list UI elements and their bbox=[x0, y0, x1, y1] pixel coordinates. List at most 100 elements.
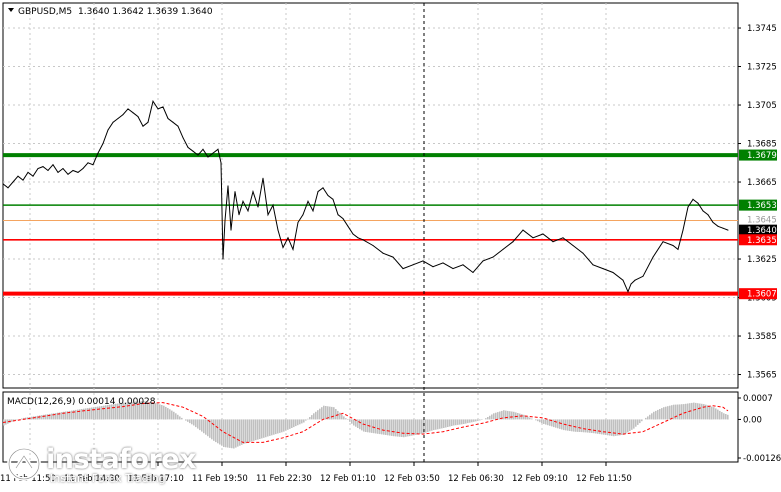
price-point bbox=[513, 241, 514, 242]
macd-bar bbox=[455, 419, 457, 425]
macd-bar bbox=[427, 419, 429, 432]
macd-bar bbox=[165, 407, 167, 420]
y-tick-label: 1.3725 bbox=[747, 63, 777, 73]
macd-bar bbox=[395, 419, 397, 436]
macd-bar bbox=[685, 404, 687, 420]
macd-bar bbox=[253, 419, 255, 440]
macd-bar bbox=[593, 419, 595, 433]
price-panel[interactable] bbox=[3, 3, 738, 388]
macd-bar bbox=[197, 419, 199, 428]
macd-bar bbox=[353, 419, 355, 425]
macd-bar bbox=[507, 411, 509, 420]
macd-bar bbox=[673, 405, 675, 420]
macd-bar bbox=[559, 419, 561, 429]
price-point bbox=[631, 284, 632, 285]
macd-bar bbox=[711, 407, 713, 420]
y-tick-label: 1.3625 bbox=[747, 255, 777, 265]
price-point bbox=[83, 168, 84, 169]
macd-bar bbox=[571, 419, 573, 431]
macd-bar bbox=[715, 408, 717, 419]
macd-bar bbox=[319, 409, 321, 420]
price-point bbox=[28, 172, 29, 173]
price-point bbox=[533, 237, 534, 238]
macd-bar bbox=[589, 419, 591, 432]
macd-bar bbox=[603, 419, 605, 434]
macd-bar bbox=[171, 411, 173, 420]
macd-bar bbox=[435, 419, 437, 429]
price-point bbox=[713, 222, 714, 223]
macd-bar bbox=[211, 419, 213, 439]
macd-bar bbox=[513, 412, 515, 420]
price-point bbox=[718, 226, 719, 227]
macd-bar bbox=[437, 419, 439, 429]
price-point bbox=[413, 264, 414, 265]
macd-bar bbox=[195, 419, 197, 427]
macd-bar bbox=[387, 419, 389, 435]
macd-bar bbox=[581, 419, 583, 432]
macd-bar bbox=[381, 419, 383, 434]
macd-bar bbox=[95, 407, 97, 420]
price-point bbox=[173, 122, 174, 123]
macd-bar bbox=[105, 405, 107, 419]
macd-bar bbox=[93, 407, 95, 419]
y-tick-label: 1.3565 bbox=[747, 371, 777, 381]
level-tag-label: 1.3653 bbox=[747, 201, 777, 211]
macd-bar bbox=[273, 419, 275, 434]
macd-bar bbox=[301, 419, 303, 423]
macd-bar bbox=[223, 419, 225, 447]
price-point bbox=[593, 264, 594, 265]
macd-bar bbox=[275, 419, 277, 434]
macd-bar bbox=[543, 419, 545, 424]
macd-bar bbox=[521, 414, 523, 419]
macd-bar bbox=[585, 419, 587, 432]
macd-bar bbox=[157, 404, 159, 420]
macd-bar bbox=[399, 419, 401, 436]
macd-bar bbox=[503, 410, 505, 419]
price-point bbox=[168, 118, 169, 119]
price-point bbox=[473, 272, 474, 273]
macd-bar bbox=[579, 419, 581, 432]
price-point bbox=[263, 178, 264, 179]
macd-bar bbox=[43, 415, 45, 420]
macd-bar bbox=[187, 419, 189, 421]
macd-bar bbox=[493, 413, 495, 419]
macd-bar bbox=[547, 419, 549, 425]
macd-bar bbox=[241, 419, 243, 444]
price-point bbox=[303, 214, 304, 215]
macd-bar bbox=[293, 419, 295, 427]
macd-bar bbox=[233, 419, 235, 448]
macd-bar bbox=[47, 414, 49, 419]
watermark-tagline: Instant Forex Trading bbox=[50, 472, 166, 485]
macd-bar bbox=[227, 419, 229, 447]
macd-bar bbox=[325, 406, 327, 420]
macd-bar bbox=[703, 404, 705, 419]
macd-bar bbox=[287, 419, 289, 429]
macd-bar bbox=[699, 404, 701, 420]
macd-bar bbox=[667, 406, 669, 419]
price-point bbox=[98, 153, 99, 154]
macd-bar bbox=[21, 419, 23, 420]
price-point bbox=[93, 164, 94, 165]
price-point bbox=[108, 130, 109, 131]
macd-bar bbox=[627, 419, 629, 432]
macd-bar bbox=[375, 419, 377, 433]
macd-bar bbox=[169, 409, 171, 419]
price-point bbox=[628, 291, 629, 292]
ohlc-label: 1.3640 1.3642 1.3639 1.3640 bbox=[78, 7, 213, 17]
price-point bbox=[688, 207, 689, 208]
price-point bbox=[338, 214, 339, 215]
price-point bbox=[248, 210, 249, 211]
price-point bbox=[393, 257, 394, 258]
x-tick-label: 11 Feb 19:50 bbox=[192, 474, 248, 484]
macd-bar bbox=[219, 419, 221, 444]
macd-bar bbox=[189, 419, 191, 423]
macd-bar bbox=[167, 408, 169, 419]
macd-bar bbox=[199, 419, 201, 430]
y-tick-label: 1.3745 bbox=[747, 24, 777, 34]
macd-bar bbox=[443, 419, 445, 428]
macd-bar bbox=[421, 419, 423, 433]
macd-bar bbox=[205, 419, 207, 434]
macd-bar bbox=[479, 419, 481, 420]
